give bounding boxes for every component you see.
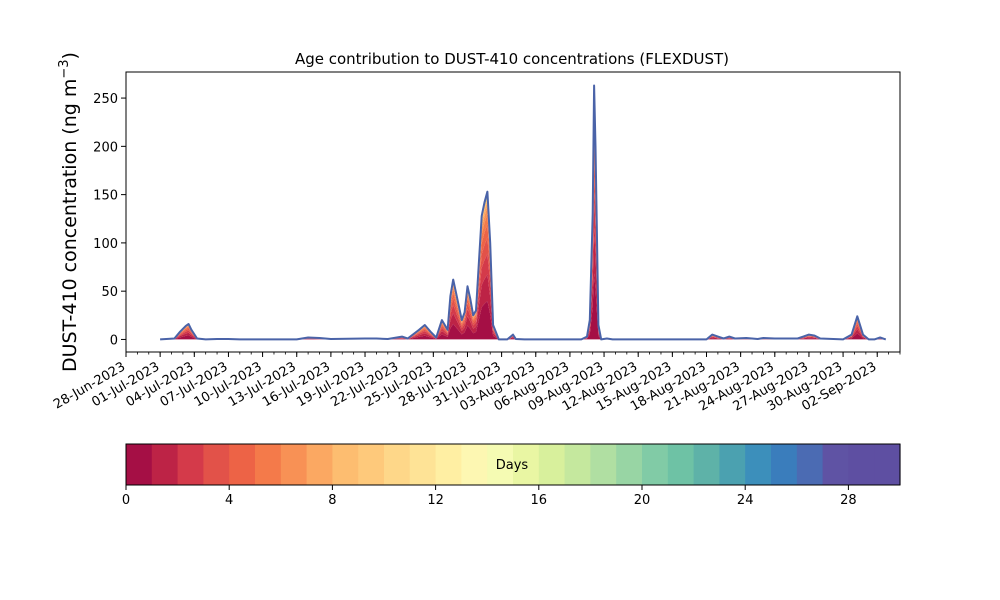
colorbar-label: Days [496, 458, 529, 473]
colorbar-swatch [874, 444, 901, 485]
colorbar-swatch [461, 444, 488, 485]
colorbar-swatch [745, 444, 772, 485]
y-tick-label: 0 [110, 333, 118, 348]
age-band-area-10 [160, 85, 886, 340]
y-axis-label-superscript: −3 [57, 59, 72, 78]
colorbar-swatch [151, 444, 179, 485]
y-axis-label: DUST-410 concentration (ng m−3) [57, 52, 81, 372]
colorbar-tick-label: 20 [634, 493, 651, 508]
chart-title: Age contribution to DUST-410 concentrati… [295, 50, 729, 68]
x-axis: 28-Jun-202301-Jul-202304-Jul-202307-Jul-… [51, 352, 901, 415]
colorbar-swatch [384, 444, 411, 485]
colorbar-axis: 0 4 8 12 16 20 24 28 [122, 485, 857, 508]
colorbar-tick-label: 12 [427, 493, 444, 508]
total-concentration-line-group [160, 84, 887, 341]
total-concentration-line [160, 84, 887, 341]
colorbar-swatch [229, 444, 256, 485]
age-band-area-5 [160, 123, 886, 340]
age-band-area-3 [160, 164, 886, 340]
colorbar-frame [125, 443, 901, 486]
colorbar-swatch [564, 444, 591, 485]
age-band-area-0 [160, 273, 886, 340]
colorbar-swatch [487, 444, 514, 485]
y-axis: 0 50 100 150 200 250 [93, 92, 126, 348]
colorbar-tick-label: 8 [328, 493, 336, 508]
colorbar-swatch [306, 444, 333, 485]
age-stack-areas [160, 85, 886, 340]
colorbar-swatch [771, 444, 798, 485]
colorbar-swatch [590, 444, 617, 485]
y-axis-label-main: DUST-410 concentration (ng m [59, 79, 81, 372]
colorbar-swatch [667, 444, 695, 485]
age-band-area-2 [160, 192, 886, 340]
colorbar-swatch [332, 444, 359, 485]
colorbar-swatch [280, 444, 308, 485]
age-band-area-1 [160, 227, 886, 340]
colorbar-swatch [796, 444, 824, 485]
age-band-area-8 [160, 93, 886, 340]
colorbar-swatch [126, 444, 153, 485]
colorbar-swatch [177, 444, 204, 485]
colorbar-swatch [409, 444, 437, 485]
colorbar-tick-label: 16 [531, 493, 548, 508]
colorbar-swatch [538, 444, 566, 485]
colorbar-swatch [822, 444, 849, 485]
colorbar-swatch [642, 444, 669, 485]
colorbar-tick-label: 28 [840, 493, 857, 508]
colorbar-swatch [848, 444, 875, 485]
plot-frame [125, 71, 901, 353]
y-tick-label: 100 [93, 237, 118, 252]
colorbar-swatch [693, 444, 720, 485]
age-band-area-9 [160, 88, 886, 340]
age-band-area-4 [160, 141, 886, 340]
colorbar-swatch [719, 444, 746, 485]
colorbar-swatch [616, 444, 643, 485]
y-tick-label: 200 [93, 140, 118, 155]
colorbar-swatch [513, 444, 540, 485]
age-band-area-7 [160, 100, 886, 340]
colorbar-tick-label: 0 [122, 493, 130, 508]
y-axis-label-close: ) [59, 52, 81, 59]
y-tick-label: 50 [101, 285, 118, 300]
colorbar-swatch [203, 444, 230, 485]
colorbar-swatch [435, 444, 462, 485]
colorbar-tick-label: 4 [225, 493, 233, 508]
age-colorbar [126, 444, 901, 485]
colorbar-tick-label: 24 [737, 493, 754, 508]
colorbar-swatch [255, 444, 282, 485]
age-band-area-6 [160, 110, 886, 340]
y-tick-label: 150 [93, 189, 118, 204]
y-tick-label: 250 [93, 92, 118, 107]
colorbar-swatch [358, 444, 385, 485]
